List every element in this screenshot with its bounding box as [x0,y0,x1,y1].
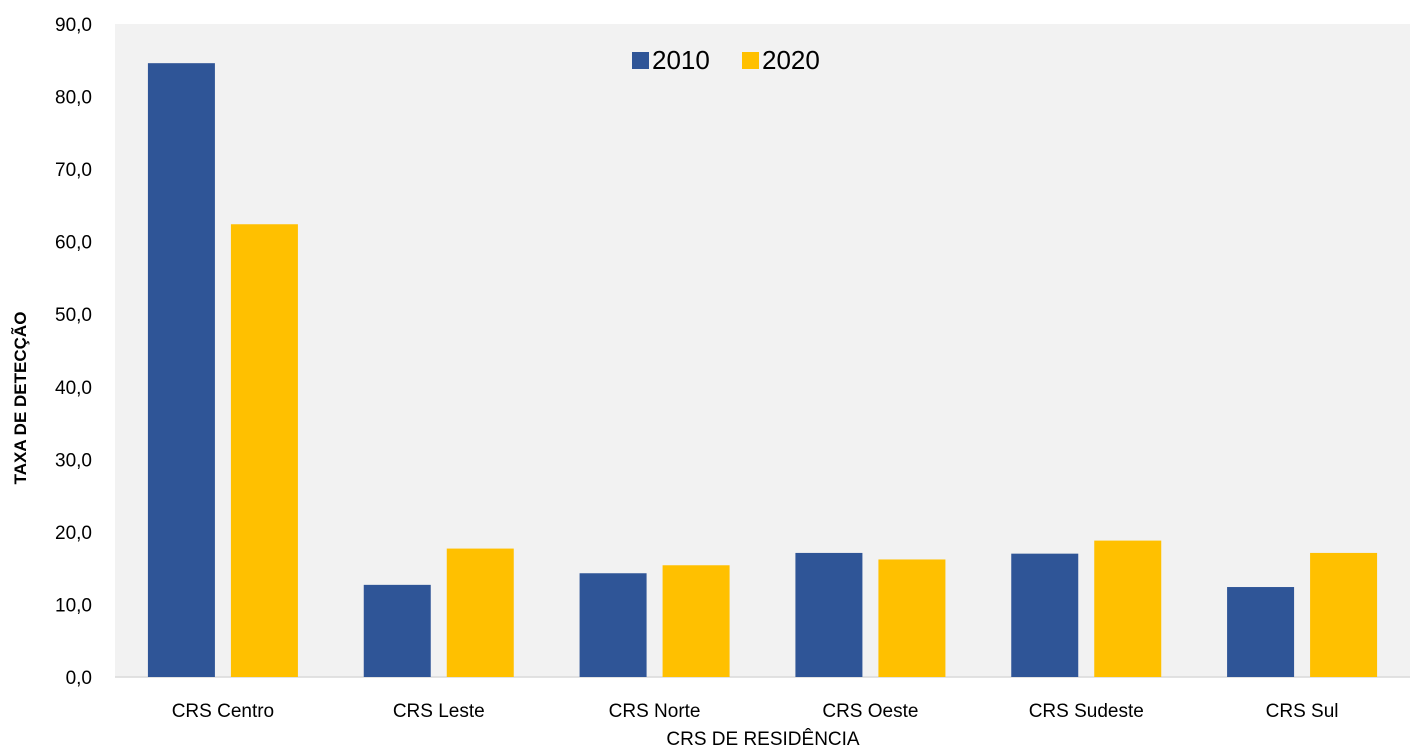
x-tick-label: CRS Norte [609,701,701,722]
y-tick-label: 90,0 [55,15,92,36]
y-tick-label: 0,0 [66,668,92,689]
y-tick-label: 50,0 [55,305,92,326]
y-tick-label: 80,0 [55,88,92,109]
bar-2010-crs-norte [579,573,647,677]
bar-2020-crs-sudeste [1094,540,1162,677]
bar-2010-crs-leste [363,584,431,677]
x-tick-label: CRS Leste [393,701,485,722]
x-tick-label: CRS Sul [1266,701,1339,722]
y-tick-label: 70,0 [55,160,92,181]
bars [147,63,1378,678]
y-tick-label: 10,0 [55,595,92,616]
y-tick-label: 20,0 [55,523,92,544]
bar-2010-crs-sul [1227,587,1295,677]
y-axis-ticks: 0,0 10,0 20,0 30,0 40,0 50,0 60,0 70,0 80,0 90,0 [55,15,92,689]
y-tick-label: 40,0 [55,378,92,399]
bar-2010-crs-oeste [795,552,863,677]
y-axis-title: TAXA DE DETECÇÃO [10,312,30,485]
x-axis-title: CRS DE RESIDÊNCIA [666,728,860,750]
x-tick-label: CRS Centro [172,701,274,722]
bar-2010-crs-centro [147,63,215,678]
legend: 2010 2020 [632,45,820,75]
bar-2020-crs-centro [230,224,298,677]
legend-swatch-2010 [632,52,649,69]
bar-2020-crs-norte [662,565,730,677]
bar-2020-crs-oeste [878,559,946,677]
legend-label-2010: 2010 [652,45,710,75]
bar-2020-crs-sul [1310,552,1378,677]
legend-swatch-2020 [742,52,759,69]
bar-2010-crs-sudeste [1011,553,1079,677]
bar-2020-crs-leste [446,548,514,677]
y-tick-label: 60,0 [55,233,92,254]
x-tick-label: CRS Sudeste [1029,701,1144,722]
plot-area [115,24,1410,677]
x-tick-label: CRS Oeste [822,701,918,722]
y-tick-label: 30,0 [55,450,92,471]
x-axis-ticks: CRS Centro CRS Leste CRS Norte CRS Oeste CRS… [172,701,1339,722]
legend-label-2020: 2020 [762,45,820,75]
